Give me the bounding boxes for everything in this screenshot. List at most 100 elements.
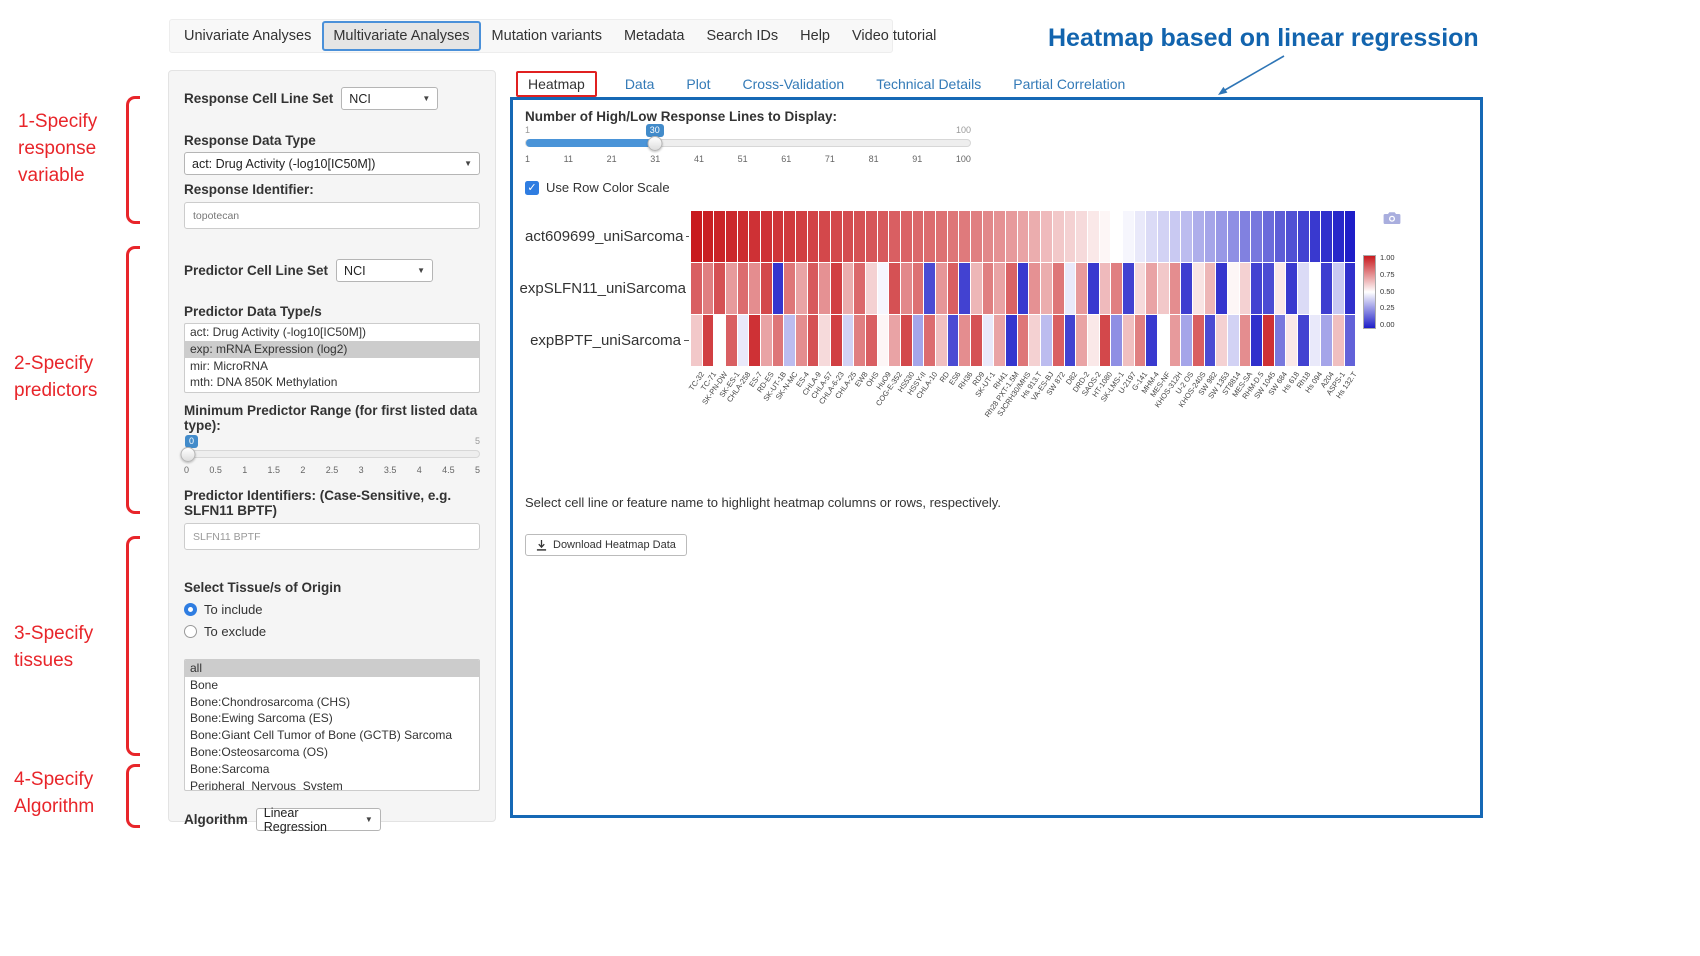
heatmap-cell[interactable]	[819, 315, 831, 366]
slider-track[interactable]: 0	[180, 435, 480, 462]
heatmap-row-label[interactable]: expBPTF_uniSarcoma	[525, 315, 691, 366]
heatmap-cell[interactable]	[959, 315, 971, 366]
heatmap-cell[interactable]	[1309, 315, 1321, 366]
heatmap-cell[interactable]	[1122, 211, 1134, 262]
heatmap-cell[interactable]	[726, 211, 737, 262]
heatmap-cell[interactable]	[1006, 263, 1017, 314]
heatmap-cell[interactable]	[1017, 263, 1029, 314]
heatmap-cell[interactable]	[866, 263, 877, 314]
heatmap-cell[interactable]	[702, 211, 714, 262]
heatmap-cell[interactable]	[1297, 211, 1309, 262]
heatmap-cell[interactable]	[1111, 263, 1122, 314]
heatmap-cell[interactable]	[924, 315, 936, 366]
heatmap-row-label[interactable]: expSLFN11_uniSarcoma	[520, 263, 691, 314]
heatmap-cell[interactable]	[842, 315, 854, 366]
heatmap-cell[interactable]	[901, 263, 912, 314]
nav-tab[interactable]: Mutation variants	[491, 28, 602, 44]
tissue-exclude-radio[interactable]: To exclude	[184, 624, 480, 639]
result-tab[interactable]: Partial Correlation	[1013, 76, 1126, 92]
heatmap-cell[interactable]	[1251, 263, 1262, 314]
heatmap-cell[interactable]	[1344, 263, 1356, 314]
heatmap-cell[interactable]	[854, 315, 866, 366]
nav-tab[interactable]: Help	[800, 28, 830, 44]
radio-unselected-icon[interactable]	[184, 625, 197, 638]
heatmap-cell[interactable]	[947, 211, 959, 262]
heatmap-cell[interactable]	[772, 263, 784, 314]
heatmap-cell[interactable]	[1169, 211, 1181, 262]
heatmap-cell[interactable]	[982, 211, 994, 262]
min-predictor-range-slider[interactable]: 5 0 0 0.5 1 1.5 2 2.5 3 3.5 4 4.5 5	[180, 435, 480, 475]
heatmap-cell[interactable]	[971, 315, 982, 366]
heatmap-cell[interactable]	[947, 315, 959, 366]
heatmap-cell[interactable]	[726, 315, 737, 366]
heatmap-cell[interactable]	[971, 263, 982, 314]
heatmap-cell[interactable]	[1099, 315, 1111, 366]
heatmap-cell[interactable]	[1134, 211, 1146, 262]
predictor-cell-line-set-select[interactable]: NCI ▼	[336, 259, 434, 282]
heatmap-cell[interactable]	[1274, 315, 1286, 366]
heatmap-cell[interactable]	[1087, 315, 1099, 366]
heatmap-cell[interactable]	[1332, 263, 1344, 314]
slider-handle[interactable]	[647, 136, 663, 151]
heatmap-cell[interactable]	[1286, 211, 1297, 262]
heatmap-cell[interactable]	[1052, 263, 1064, 314]
heatmap-cell[interactable]	[691, 263, 702, 314]
heatmap-cell[interactable]	[1239, 263, 1251, 314]
heatmap-cell[interactable]	[936, 315, 947, 366]
heatmap-cell[interactable]	[1111, 211, 1122, 262]
heatmap-cell[interactable]	[1157, 211, 1169, 262]
heatmap-cell[interactable]	[784, 315, 796, 366]
heatmap-cell[interactable]	[1251, 315, 1262, 366]
checkbox-checked-icon[interactable]: ✓	[525, 180, 539, 195]
heatmap-cell[interactable]	[796, 315, 807, 366]
heatmap-cell[interactable]	[1309, 263, 1321, 314]
heatmap-cell[interactable]	[1076, 315, 1087, 366]
heatmap-cell[interactable]	[1216, 263, 1227, 314]
heatmap-cell[interactable]	[831, 315, 842, 366]
heatmap-cell[interactable]	[807, 315, 819, 366]
tissue-option[interactable]: Bone:Giant Cell Tumor of Bone (GCTB) Sar…	[190, 728, 453, 743]
heatmap-cell[interactable]	[1029, 211, 1041, 262]
heatmap-cell[interactable]	[1181, 263, 1192, 314]
tissue-option[interactable]: Peripheral_Nervous_System	[190, 778, 343, 791]
heatmap-cell[interactable]	[1227, 315, 1239, 366]
heatmap-cell[interactable]	[877, 211, 889, 262]
heatmap-cell[interactable]	[1146, 211, 1157, 262]
algorithm-select[interactable]: Linear Regression ▼	[255, 806, 381, 834]
heatmap-cell[interactable]	[1122, 263, 1134, 314]
heatmap-cell[interactable]	[1309, 211, 1321, 262]
use-row-color-scale-checkbox[interactable]: ✓ Use Row Color Scale	[525, 180, 1468, 195]
heatmap-cell[interactable]	[702, 315, 714, 366]
heatmap-cell[interactable]	[1041, 263, 1052, 314]
heatmap-cell[interactable]	[1262, 315, 1274, 366]
heatmap-cell[interactable]	[807, 211, 819, 262]
heatmap-cell[interactable]	[1041, 211, 1052, 262]
slider-handle[interactable]	[180, 447, 196, 462]
heatmap-cell[interactable]	[737, 263, 749, 314]
heatmap-cell[interactable]	[1157, 263, 1169, 314]
heatmap-cell[interactable]	[912, 315, 924, 366]
nav-tab[interactable]: Multivariate Analyses	[322, 21, 481, 51]
heatmap-cell[interactable]	[831, 263, 842, 314]
heatmap-cell[interactable]	[714, 211, 726, 262]
heatmap-cell[interactable]	[702, 263, 714, 314]
heatmap-cell[interactable]	[831, 211, 842, 262]
heatmap-cell[interactable]	[854, 263, 866, 314]
heatmap-cell[interactable]	[1076, 211, 1087, 262]
heatmap-cell[interactable]	[1146, 315, 1157, 366]
heatmap-cell[interactable]	[1321, 211, 1332, 262]
heatmap-cell[interactable]	[1321, 263, 1332, 314]
heatmap-cell[interactable]	[1344, 315, 1356, 366]
heatmap-cell[interactable]	[1006, 211, 1017, 262]
heatmap-cell[interactable]	[1321, 315, 1332, 366]
heatmap-cell[interactable]	[1099, 211, 1111, 262]
heatmap-cell[interactable]	[842, 211, 854, 262]
heatmap-cell[interactable]	[1006, 315, 1017, 366]
heatmap-cell[interactable]	[912, 263, 924, 314]
heatmap-cell[interactable]	[691, 211, 702, 262]
heatmap-cell[interactable]	[691, 315, 702, 366]
heatmap-cell[interactable]	[1227, 211, 1239, 262]
heatmap-cell[interactable]	[842, 263, 854, 314]
heatmap-cell[interactable]	[1297, 315, 1309, 366]
heatmap-cell[interactable]	[982, 263, 994, 314]
